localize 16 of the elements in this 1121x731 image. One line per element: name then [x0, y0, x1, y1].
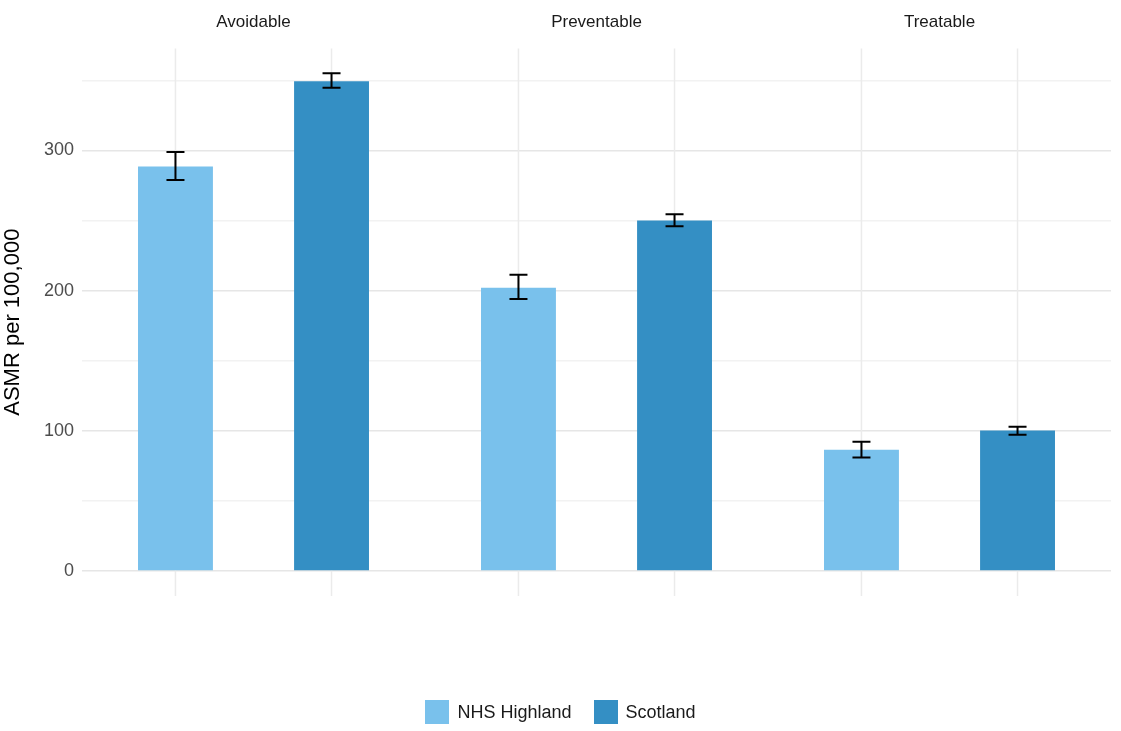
- x-tick-label: Avoidable: [216, 11, 291, 31]
- bar: [294, 81, 369, 571]
- y-tick-label: 0: [63, 560, 74, 581]
- legend-label: NHS Highland: [457, 701, 572, 723]
- bar: [481, 287, 556, 571]
- y-tick-label: 200: [43, 279, 74, 300]
- legend-label: Scotland: [625, 701, 696, 723]
- bar: [824, 449, 899, 571]
- y-tick-label: 100: [43, 419, 74, 440]
- bar: [980, 430, 1055, 571]
- x-tick-label: Preventable: [551, 11, 642, 31]
- y-tick-label: 300: [43, 139, 74, 160]
- bar: [138, 166, 213, 571]
- y-axis-title: ASMR per 100,000: [0, 228, 25, 416]
- x-tick-label: Treatable: [903, 11, 976, 31]
- bar: [637, 220, 712, 571]
